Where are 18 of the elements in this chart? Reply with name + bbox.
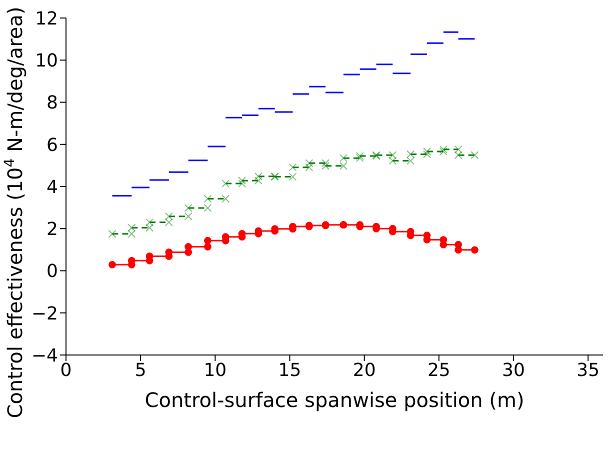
y-tick-label: 0 [46,261,58,282]
x-tick-label: 20 [352,360,376,381]
x-tick-label: 0 [60,360,72,381]
x-tick-label: 35 [576,360,600,381]
y-tick-label: 2 [46,219,58,240]
y-tick-label: −2 [31,303,58,324]
y-tick-label: 4 [46,176,58,198]
x-tick-label: 5 [134,360,146,381]
y-tick-label: 10 [35,50,58,72]
x-tick-label: 10 [204,360,227,381]
y-tick-label: −4 [31,345,58,366]
x-axis-title: Control-surface spanwise position (m) [144,388,524,412]
y-tick-label: 12 [35,8,58,30]
y-tick-label: 8 [46,92,58,114]
x-tick-label: 30 [502,360,525,381]
y-tick-label: 6 [46,134,58,156]
x-tick-label: 15 [278,360,302,381]
x-tick-label: 25 [427,360,450,381]
